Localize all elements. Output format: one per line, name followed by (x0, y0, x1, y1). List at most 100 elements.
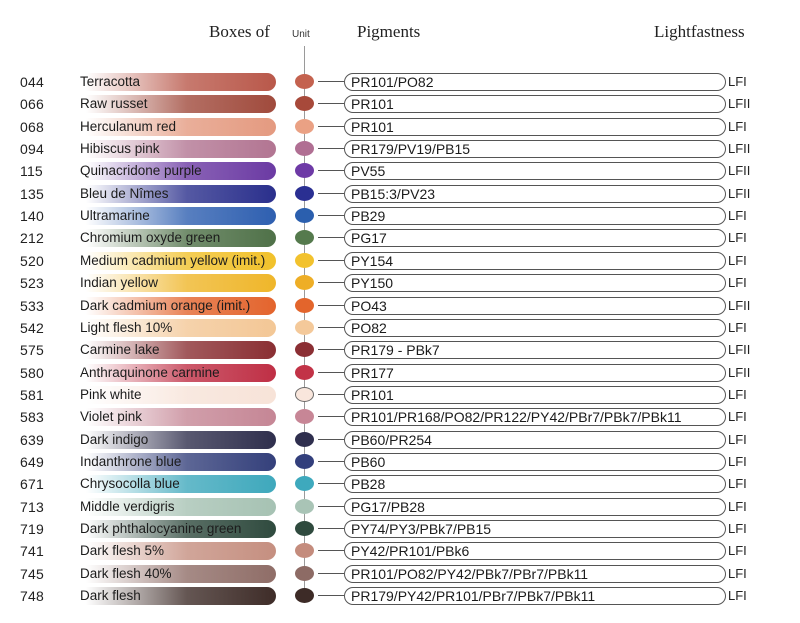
color-dot (295, 431, 314, 447)
table-row: 748 Dark flesh PR179/PY42/PR101/PBr7/PBk7/… (0, 585, 800, 607)
lightfastness-rating: LFI (728, 409, 747, 425)
lightfastness-rating: LFI (728, 565, 747, 581)
table-row: 135 Bleu de Nîmes PB15:3/PV23 LFII (0, 183, 800, 205)
color-dot (295, 163, 314, 179)
pigments-pill: PR101/PO82 (344, 73, 726, 91)
color-code: 748 (20, 588, 44, 605)
lightfastness-rating: LFI (728, 319, 747, 335)
table-row: 068 Herculanum red PR101 LFI (0, 116, 800, 138)
color-code: 212 (20, 230, 44, 247)
pigments-pill: PR179 - PBk7 (344, 341, 726, 360)
lightfastness-rating: LFI (728, 252, 747, 268)
color-name: Hibiscus pink (80, 141, 160, 157)
lightfastness-rating: LFI (728, 118, 747, 134)
color-dot (295, 252, 314, 268)
color-name: Raw russet (80, 96, 148, 112)
color-dot (295, 275, 314, 291)
color-swatch-band: Violet pink (78, 408, 276, 427)
connector-line (318, 282, 344, 284)
lightfastness-rating: LFII (728, 185, 751, 201)
color-swatch-band: Quinacridone purple (78, 162, 276, 181)
connector-line (318, 371, 344, 373)
color-dot (295, 118, 314, 134)
color-swatch-band: Indanthrone blue (78, 452, 276, 471)
lightfastness-rating: LFI (728, 453, 747, 469)
lightfastness-rating: LFI (728, 543, 747, 559)
color-code: 044 (20, 74, 44, 90)
table-row: 523 Indian yellow PY150 LFI (0, 272, 800, 294)
connector-line (318, 215, 344, 217)
color-dot (295, 141, 314, 157)
color-swatch-band: Raw russet (78, 95, 276, 114)
color-dot (295, 521, 314, 536)
lightfastness-rating: LFI (728, 588, 747, 604)
pigments-pill: PR179/PY42/PR101/PBr7/PBk7/PBk11 (344, 587, 726, 606)
color-dot (295, 386, 314, 402)
lightfastness-rating: LFI (728, 521, 747, 536)
color-code: 135 (20, 185, 44, 202)
color-swatch-band: Dark flesh 5% (78, 542, 276, 561)
lightfastness-rating: LFI (728, 230, 747, 246)
color-dot (295, 409, 314, 425)
color-code: 533 (20, 297, 44, 314)
color-dot (295, 208, 314, 224)
color-swatch-band: Bleu de Nîmes (78, 184, 276, 203)
color-dot (295, 453, 314, 469)
color-code: 520 (20, 252, 44, 269)
color-dot (295, 543, 314, 559)
pigments-pill: PO82 (344, 318, 726, 337)
color-code: 140 (20, 208, 44, 225)
color-code: 068 (20, 118, 44, 135)
color-swatch-band: Dark flesh (78, 587, 276, 606)
table-row: 212 Chromium oxyde green PG17 LFI (0, 227, 800, 249)
color-swatch-band: Hibiscus pink (78, 140, 276, 159)
color-dot (295, 364, 314, 380)
table-row: 575 Carmine lake PR179 - PBk7 LFII (0, 339, 800, 361)
lightfastness-rating: LFI (728, 498, 747, 514)
color-code: 542 (20, 319, 44, 336)
connector-line (318, 170, 344, 172)
table-row: 520 Medium cadmium yellow (imit.) PY154 LFI (0, 250, 800, 272)
color-name: Dark cadmium orange (imit.) (80, 297, 251, 313)
connector-line (318, 148, 344, 150)
color-name: Chrysocolla blue (80, 476, 180, 492)
connector-line (318, 483, 344, 485)
color-dot (295, 319, 314, 335)
pigments-pill: PB29 (344, 207, 726, 226)
pigments-pill: PY42/PR101/PBk6 (344, 542, 726, 561)
pigments-pill: PG17/PB28 (344, 497, 726, 516)
lightfastness-rating: LFII (728, 141, 751, 157)
color-swatch-band: Chrysocolla blue (78, 475, 276, 494)
color-swatch-band: Chromium oxyde green (78, 229, 276, 248)
connector-line (318, 125, 344, 127)
color-name: Dark phthalocyanine green (80, 521, 242, 536)
color-code: 639 (20, 431, 44, 448)
color-swatch-band: Dark indigo (78, 430, 276, 449)
pigments-pill: PB60/PR254 (344, 430, 726, 449)
connector-line (318, 259, 344, 261)
table-row: 580 Anthraquinone carmine PR177 LFII (0, 362, 800, 384)
pigments-pill: PB15:3/PV23 (344, 184, 726, 203)
lightfastness-rating: LFI (728, 74, 747, 89)
pigments-pill: PB60 (344, 452, 726, 471)
pigments-pill: PY74/PY3/PBk7/PB15 (344, 520, 726, 538)
lightfastness-rating: LFI (728, 275, 747, 291)
color-code: 523 (20, 275, 44, 292)
color-name: Indian yellow (80, 275, 159, 291)
color-name: Dark flesh 5% (80, 543, 165, 559)
pigments-pill: PY150 (344, 274, 726, 293)
color-name: Dark flesh 40% (80, 565, 172, 581)
color-name: Terracotta (80, 74, 141, 89)
color-code: 671 (20, 476, 44, 493)
pigments-pill: PR101 (344, 117, 726, 136)
color-name: Dark indigo (80, 431, 149, 447)
color-swatch-band: Anthraquinone carmine (78, 363, 276, 382)
table-row: 044 Terracotta PR101/PO82 LFI (0, 71, 800, 93)
connector-line (318, 572, 344, 574)
header-pigments: Pigments (357, 22, 421, 41)
color-dot (295, 297, 314, 313)
table-row: 583 Violet pink PR101/PR168/PO82/PR122/PY4… (0, 406, 800, 428)
color-code: 719 (20, 521, 44, 537)
lightfastness-rating: LFI (728, 476, 747, 492)
color-code: 583 (20, 409, 44, 426)
